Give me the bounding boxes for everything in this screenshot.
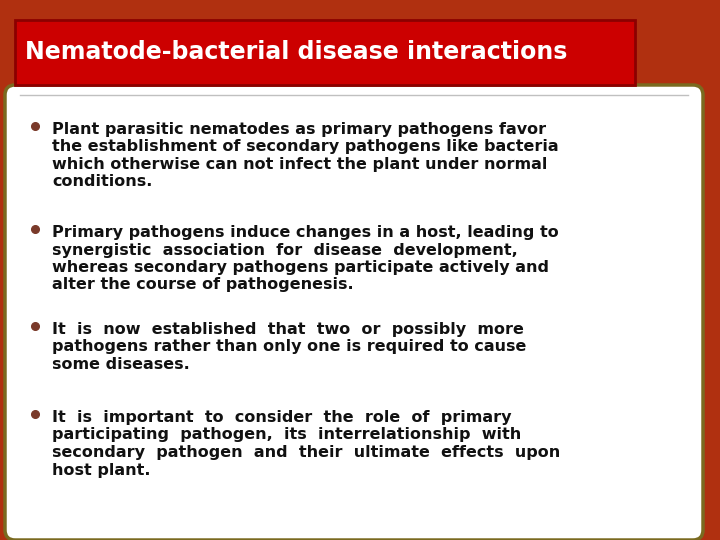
- Text: Plant parasitic nematodes as primary pathogens favor: Plant parasitic nematodes as primary pat…: [52, 122, 546, 137]
- Text: the establishment of secondary pathogens like bacteria: the establishment of secondary pathogens…: [52, 139, 559, 154]
- Text: synergistic  association  for  disease  development,: synergistic association for disease deve…: [52, 242, 518, 258]
- FancyBboxPatch shape: [5, 85, 703, 540]
- Text: Nematode-bacterial disease interactions: Nematode-bacterial disease interactions: [25, 40, 567, 64]
- Text: secondary  pathogen  and  their  ultimate  effects  upon: secondary pathogen and their ultimate ef…: [52, 445, 560, 460]
- Text: It  is  important  to  consider  the  role  of  primary: It is important to consider the role of …: [52, 410, 511, 425]
- Text: Primary pathogens induce changes in a host, leading to: Primary pathogens induce changes in a ho…: [52, 225, 559, 240]
- Text: which otherwise can not infect the plant under normal: which otherwise can not infect the plant…: [52, 157, 547, 172]
- Text: host plant.: host plant.: [52, 462, 150, 477]
- Text: alter the course of pathogenesis.: alter the course of pathogenesis.: [52, 278, 354, 293]
- Text: participating  pathogen,  its  interrelationship  with: participating pathogen, its interrelatio…: [52, 428, 521, 442]
- Text: pathogens rather than only one is required to cause: pathogens rather than only one is requir…: [52, 340, 526, 354]
- Text: some diseases.: some diseases.: [52, 357, 190, 372]
- Text: It  is  now  established  that  two  or  possibly  more: It is now established that two or possib…: [52, 322, 524, 337]
- FancyBboxPatch shape: [15, 20, 635, 85]
- Text: conditions.: conditions.: [52, 174, 153, 190]
- Text: whereas secondary pathogens participate actively and: whereas secondary pathogens participate …: [52, 260, 549, 275]
